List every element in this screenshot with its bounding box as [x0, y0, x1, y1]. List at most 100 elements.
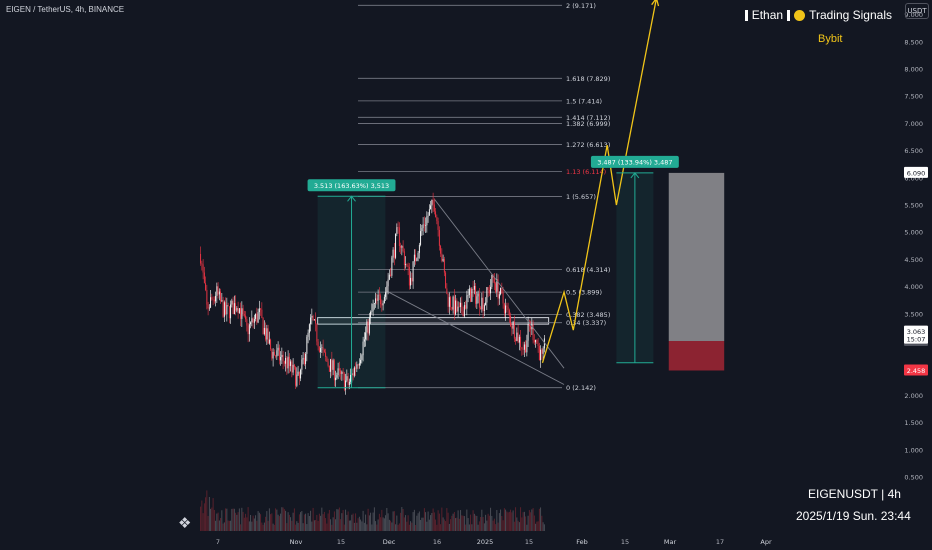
candle-body: [218, 291, 220, 295]
volume-bar: [326, 523, 328, 531]
wedge-upper-line[interactable]: [434, 199, 565, 369]
candle-body: [273, 351, 275, 356]
volume-bar: [452, 513, 454, 531]
volume-bar: [226, 508, 228, 531]
falling-wedge[interactable]: [388, 199, 565, 385]
volume-bar: [418, 511, 420, 531]
volume-bar: [481, 509, 483, 531]
volume-bar: [291, 520, 293, 531]
candle-body: [516, 332, 518, 341]
time-axis[interactable]: 7 Nov 15 Dec 16 2025 15 Feb 15 Mar 17 Apr: [216, 538, 772, 546]
volume-bar: [376, 524, 378, 531]
volume-bar: [201, 500, 203, 531]
candle-body: [208, 307, 210, 309]
candle-body: [225, 302, 227, 315]
candle-body: [523, 344, 525, 350]
price-tick-label: 8.500: [904, 38, 923, 46]
volume-bar: [407, 515, 409, 531]
volume-bar: [492, 520, 494, 531]
candle-body: [326, 356, 328, 362]
volume-bar: [470, 514, 472, 531]
candle-body: [422, 224, 424, 229]
volume-bar: [285, 510, 287, 531]
volume-bar: [433, 512, 435, 531]
candle-body: [466, 295, 468, 309]
fib-retracement[interactable]: 2 (9.171) 1.618 (7.829) 1.5 (7.414) 1.414 (…: [358, 2, 610, 392]
candle-body: [387, 279, 389, 287]
volume-bar: [262, 524, 264, 531]
volume-bar: [491, 515, 493, 531]
volume-bar: [535, 523, 537, 531]
volume-bar: [313, 520, 315, 531]
volume-bar: [448, 523, 450, 531]
fib-label: 1 (5.657): [566, 193, 596, 201]
candle-body: [315, 319, 317, 324]
volume-bar: [271, 513, 273, 531]
candle-body: [345, 380, 347, 390]
bar-mark-icon: [744, 9, 748, 21]
candle-body: [476, 296, 478, 304]
price-axis[interactable]: 9.5009.0008.5008.0007.5007.0006.5006.000…: [904, 0, 928, 482]
brand-name: Ethan: [751, 8, 784, 22]
volume-bar: [422, 517, 424, 531]
volume-bar: [348, 520, 350, 531]
candle-body: [200, 253, 202, 264]
candle-body: [468, 288, 470, 296]
support-zone[interactable]: [317, 317, 550, 325]
volume-bar: [260, 514, 262, 531]
projection-line[interactable]: [541, 0, 657, 363]
position-stop-zone[interactable]: [668, 341, 725, 371]
candle-body: [393, 249, 395, 258]
candle-body: [262, 317, 264, 335]
volume-bar: [236, 514, 238, 531]
volume-bar: [431, 512, 433, 531]
candle-body: [281, 354, 283, 358]
volume-bar: [447, 512, 449, 531]
volume-bar: [217, 512, 219, 531]
candle-body: [320, 348, 322, 353]
candle-body: [522, 349, 524, 350]
candle-body: [312, 316, 314, 321]
volume-bar: [351, 514, 353, 531]
volume-bar: [417, 513, 419, 531]
bar-mark-icon: [787, 9, 791, 21]
candle-body: [386, 286, 388, 293]
candle-body: [382, 302, 384, 306]
fib-label: 0.34 (3.337): [566, 319, 606, 327]
projection-path[interactable]: [541, 0, 660, 363]
candle-body: [482, 297, 484, 311]
candle-body: [353, 367, 355, 376]
volume-bar: [211, 507, 213, 531]
time-tick-label: 7: [216, 538, 220, 546]
candle-body: [223, 302, 225, 317]
brand-product: Trading Signals: [809, 8, 892, 22]
tradingview-logo-icon[interactable]: ❖: [178, 514, 192, 532]
candle-body: [318, 346, 320, 353]
candle-body: [460, 302, 462, 308]
volume-bar: [425, 512, 427, 531]
candle-body: [331, 359, 333, 370]
volume-bar: [478, 521, 480, 531]
price-range-measures[interactable]: 3.513 (163.63%) 3,513 3.487 (133.94%) 3,4…: [307, 155, 679, 389]
volume-bar: [362, 510, 364, 531]
candle-body: [337, 368, 339, 376]
position-target-zone[interactable]: [668, 172, 725, 341]
fib-label: 1.382 (6.999): [566, 120, 610, 128]
volume-bar: [295, 524, 297, 531]
volume-bar: [512, 510, 514, 531]
candle-body: [340, 370, 342, 374]
volume-bar: [382, 517, 384, 531]
time-tick-label: Apr: [760, 538, 772, 546]
candle-body: [341, 371, 343, 374]
position-box[interactable]: [668, 172, 725, 371]
fib-label: 0.618 (4.314): [566, 266, 610, 274]
volume-bar: [266, 511, 268, 531]
volume-bar: [278, 516, 280, 531]
wedge-lower-line[interactable]: [388, 291, 565, 385]
currency-button[interactable]: USDT: [905, 3, 929, 19]
volume-bar: [335, 519, 337, 531]
candle-body: [446, 288, 448, 294]
candle-body: [361, 355, 363, 360]
candle-body: [252, 318, 254, 323]
